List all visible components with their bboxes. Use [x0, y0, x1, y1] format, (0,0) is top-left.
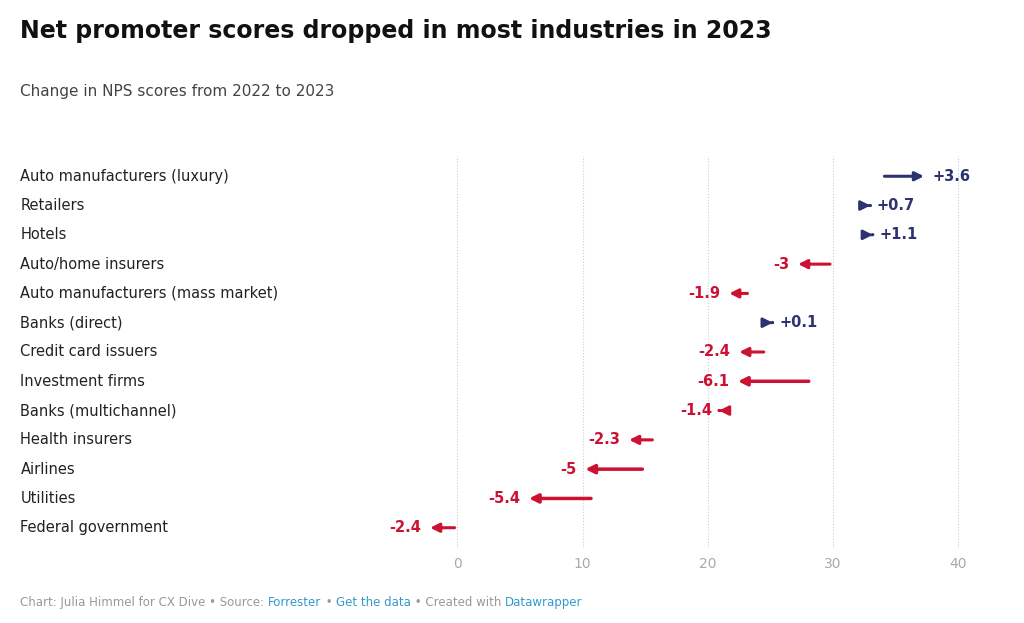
Text: Chart: Julia Himmel for CX Dive • Source:: Chart: Julia Himmel for CX Dive • Source…: [20, 596, 268, 609]
Text: +3.6: +3.6: [933, 169, 971, 184]
Text: Federal government: Federal government: [20, 520, 169, 535]
Text: Forrester: Forrester: [268, 596, 322, 609]
Text: -5: -5: [560, 462, 577, 477]
Text: Change in NPS scores from 2022 to 2023: Change in NPS scores from 2022 to 2023: [20, 84, 335, 99]
Text: -5.4: -5.4: [488, 491, 520, 506]
Text: -1.4: -1.4: [681, 403, 713, 418]
Text: Health insurers: Health insurers: [20, 432, 132, 447]
Text: -2.4: -2.4: [389, 520, 421, 535]
Text: Get the data: Get the data: [336, 596, 411, 609]
Text: Investment firms: Investment firms: [20, 374, 145, 389]
Text: •: •: [322, 596, 336, 609]
Text: +0.1: +0.1: [779, 315, 817, 330]
Text: Utilities: Utilities: [20, 491, 76, 506]
Text: +0.7: +0.7: [877, 198, 914, 213]
Text: -1.9: -1.9: [688, 286, 720, 301]
Text: Auto manufacturers (mass market): Auto manufacturers (mass market): [20, 286, 279, 301]
Text: Datawrapper: Datawrapper: [505, 596, 583, 609]
Text: Banks (direct): Banks (direct): [20, 315, 123, 330]
Text: Hotels: Hotels: [20, 227, 67, 242]
Text: -6.1: -6.1: [697, 374, 729, 389]
Text: -2.3: -2.3: [588, 432, 621, 447]
Text: Retailers: Retailers: [20, 198, 85, 213]
Text: +1.1: +1.1: [880, 227, 918, 242]
Text: Net promoter scores dropped in most industries in 2023: Net promoter scores dropped in most indu…: [20, 19, 772, 43]
Text: -2.4: -2.4: [698, 345, 730, 359]
Text: Airlines: Airlines: [20, 462, 75, 477]
Text: Banks (multichannel): Banks (multichannel): [20, 403, 177, 418]
Text: Auto/home insurers: Auto/home insurers: [20, 257, 165, 272]
Text: • Created with: • Created with: [411, 596, 505, 609]
Text: Auto manufacturers (luxury): Auto manufacturers (luxury): [20, 169, 229, 184]
Text: -3: -3: [773, 257, 790, 272]
Text: Credit card issuers: Credit card issuers: [20, 345, 158, 359]
